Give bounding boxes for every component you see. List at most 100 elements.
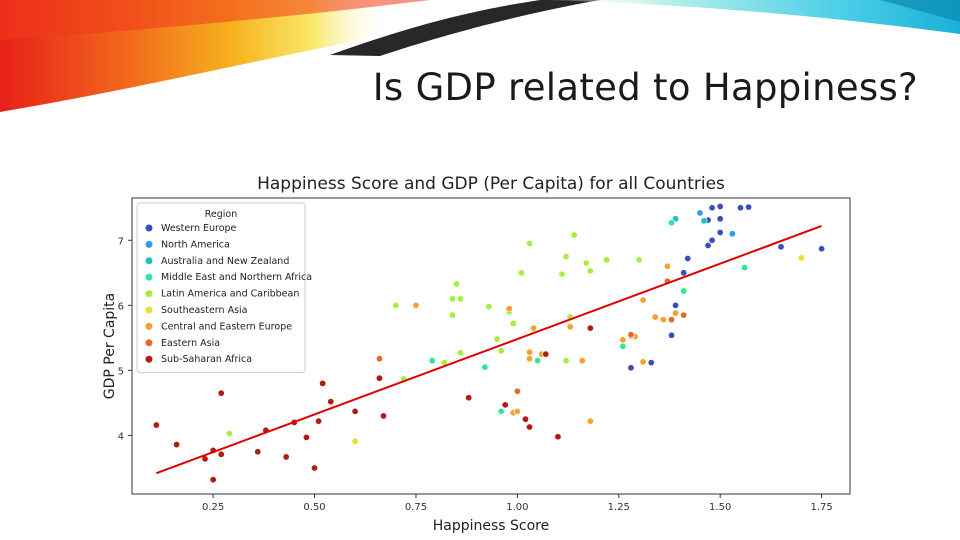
legend-marker <box>145 273 153 281</box>
data-point <box>412 301 420 309</box>
data-point <box>566 323 574 331</box>
data-point <box>558 270 566 278</box>
data-point <box>704 241 712 249</box>
data-point <box>639 296 647 304</box>
x-axis: 0.25 0.50 0.75 1.00 1.25 1.50 1.75 <box>202 494 833 513</box>
data-point <box>311 464 319 472</box>
data-point <box>728 230 736 238</box>
data-point <box>716 215 724 223</box>
legend-entry: Western Europe <box>161 223 237 234</box>
y-tick-label: 5 <box>118 366 124 377</box>
data-point <box>448 295 456 303</box>
data-point <box>586 267 594 275</box>
chart-title: Happiness Score and GDP (Per Capita) for… <box>257 174 725 194</box>
legend-entry: Latin America and Caribbean <box>161 289 299 300</box>
data-point <box>457 295 465 303</box>
x-tick-label: 0.25 <box>202 502 224 513</box>
data-point <box>513 407 521 415</box>
data-point <box>351 437 359 445</box>
data-point <box>680 269 688 277</box>
data-point <box>465 394 473 402</box>
legend-entry: Southeastern Asia <box>161 305 247 316</box>
data-point <box>526 240 534 248</box>
data-point <box>254 448 262 456</box>
data-point <box>526 348 534 356</box>
data-point <box>659 316 667 324</box>
data-point <box>578 357 586 365</box>
x-tick-label: 1.25 <box>608 502 630 513</box>
data-point <box>647 359 655 367</box>
data-point <box>672 301 680 309</box>
legend-entry: Middle East and Northern Africa <box>161 272 312 283</box>
data-point <box>797 254 805 262</box>
data-point <box>530 324 538 332</box>
data-point <box>741 264 749 272</box>
data-point <box>526 355 534 363</box>
scatter-points <box>152 202 826 484</box>
data-point <box>493 335 501 343</box>
y-tick-label: 4 <box>118 431 124 442</box>
x-tick-label: 0.50 <box>303 502 325 513</box>
legend-marker <box>145 257 153 265</box>
slide-title: Is GDP related to Happiness? <box>372 66 918 109</box>
data-point <box>668 331 676 339</box>
data-point <box>745 203 753 211</box>
legend-marker <box>145 339 153 347</box>
legend-entry: Sub-Saharan Africa <box>161 354 252 365</box>
decorative-header-swoosh <box>0 0 960 112</box>
legend-entry: Eastern Asia <box>161 338 220 349</box>
data-point <box>282 453 290 461</box>
data-point <box>217 450 225 458</box>
data-point <box>627 364 635 372</box>
regression-line <box>155 225 822 475</box>
data-point <box>651 313 659 321</box>
data-point <box>209 476 217 484</box>
legend-entry: North America <box>161 239 230 250</box>
data-point <box>586 417 594 425</box>
data-point <box>680 287 688 295</box>
data-point <box>428 357 436 365</box>
data-point <box>586 324 594 332</box>
data-point <box>700 217 708 225</box>
x-axis-label: Happiness Score <box>433 518 550 534</box>
data-point <box>521 415 529 423</box>
data-point <box>319 379 327 387</box>
data-point <box>708 236 716 244</box>
data-point <box>392 301 400 309</box>
x-tick-label: 1.50 <box>709 502 731 513</box>
data-point <box>562 357 570 365</box>
data-point <box>672 309 680 317</box>
data-point <box>375 355 383 363</box>
legend-marker <box>145 224 153 232</box>
data-point <box>534 357 542 365</box>
data-point <box>453 280 461 288</box>
data-point <box>663 262 671 270</box>
data-point <box>509 320 517 328</box>
data-point <box>619 342 627 350</box>
data-point <box>684 255 692 263</box>
data-point <box>680 311 688 319</box>
data-point <box>635 256 643 264</box>
data-point <box>542 350 550 358</box>
legend-marker <box>145 240 153 248</box>
legend-title: Region <box>205 209 238 220</box>
y-tick-label: 6 <box>118 301 124 312</box>
data-point <box>481 363 489 371</box>
data-point <box>716 202 724 210</box>
legend: Region Western Europe North America Austral… <box>136 202 312 374</box>
x-tick-label: 1.75 <box>810 502 832 513</box>
data-point <box>375 374 383 382</box>
data-point <box>497 407 505 415</box>
data-point <box>351 407 359 415</box>
x-tick-label: 0.75 <box>405 502 427 513</box>
data-point <box>736 204 744 212</box>
data-point <box>302 433 310 441</box>
legend-marker <box>145 322 153 330</box>
data-point <box>448 311 456 319</box>
legend-marker <box>145 355 153 363</box>
data-point <box>380 412 388 420</box>
data-point <box>668 316 676 324</box>
data-point <box>627 331 635 339</box>
data-point <box>570 231 578 239</box>
data-point <box>513 387 521 395</box>
